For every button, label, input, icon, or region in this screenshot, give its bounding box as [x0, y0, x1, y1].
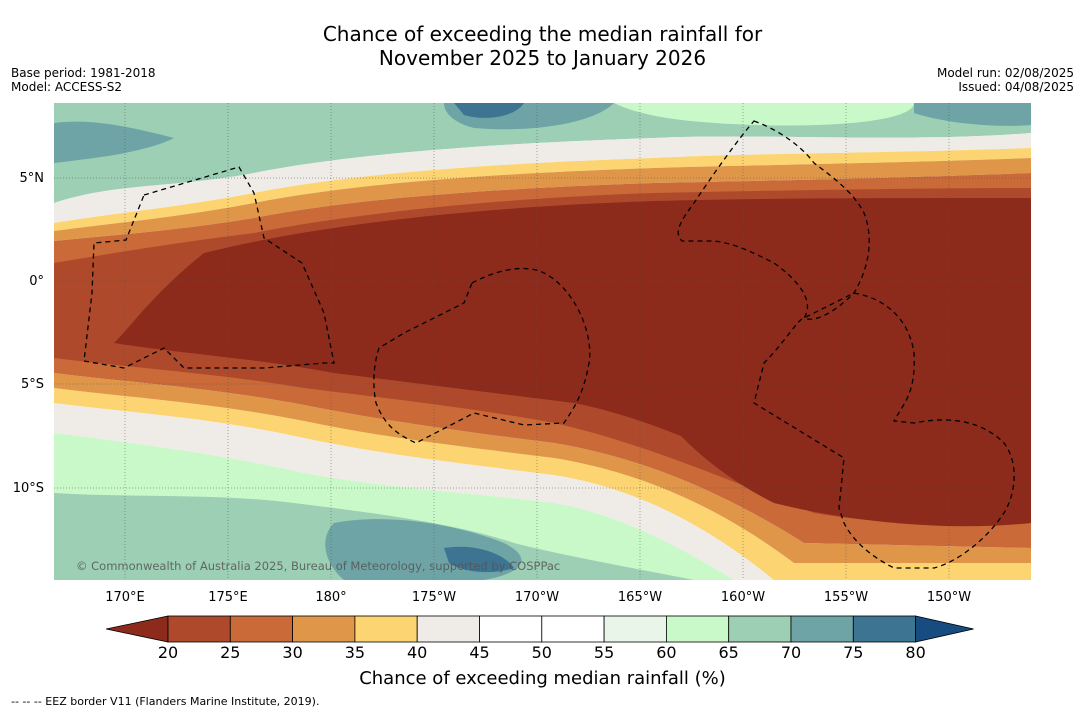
- lon-label-175w: 175°W: [411, 590, 457, 605]
- forecast-map: © Commonwealth of Australia 2025, Bureau…: [54, 103, 1031, 580]
- model-name: Model: ACCESS-S2: [11, 80, 123, 94]
- lon-label-180: 180°: [315, 590, 347, 605]
- north-west-teal: [54, 121, 174, 163]
- lon-label-155w: 155°W: [823, 590, 869, 605]
- map-title: Chance of exceeding the median rainfall …: [0, 22, 1085, 70]
- colorbar-segment: [292, 615, 356, 643]
- eez-east-south: [753, 292, 1015, 569]
- colorbar-segment: [790, 615, 854, 643]
- copyright-text: © Commonwealth of Australia 2025, Bureau…: [76, 559, 560, 573]
- lon-label-150w: 150°W: [926, 590, 972, 605]
- colorbar-tick-label: 55: [593, 643, 615, 662]
- north-teal-patch-3: [914, 103, 1031, 126]
- colorbar-tick-label: 80: [905, 643, 926, 662]
- colorbar-tick-label: 60: [656, 643, 677, 662]
- lon-label-170w: 170°W: [514, 590, 560, 605]
- colorbar-segment: [852, 615, 916, 643]
- north-teal-patch-2: [454, 103, 524, 118]
- north-orange-band: [54, 158, 1031, 241]
- colorbar-segment: [354, 615, 418, 643]
- eez-central: [373, 267, 591, 444]
- eez-west: [83, 166, 335, 369]
- colorbar: [106, 615, 974, 643]
- lat-label-10s: 10°S: [12, 481, 44, 496]
- south-transition: [54, 403, 774, 580]
- colorbar-tick-label: 40: [407, 643, 428, 662]
- lat-label-0: 0°: [29, 274, 44, 289]
- colorbar-segment: [666, 615, 730, 643]
- colorbar-tick-label: 50: [531, 643, 552, 662]
- lon-label-175e: 175°E: [208, 590, 248, 605]
- colorbar-segment: [167, 615, 231, 643]
- colorbar-segment: [541, 615, 605, 643]
- colorbar-segment: [603, 615, 667, 643]
- colorbar-extend-high: [915, 615, 974, 643]
- north-light-green: [614, 103, 914, 126]
- north-yellow-band: [54, 148, 1031, 231]
- graticule: [54, 103, 1031, 580]
- colorbar-segment: [416, 615, 480, 643]
- lon-label-160w: 160°W: [720, 590, 766, 605]
- model-run: Model run: 02/08/2025: [936, 66, 1074, 80]
- title-line-2: November 2025 to January 2026: [378, 46, 707, 70]
- colorbar-tick-label: 35: [344, 643, 366, 662]
- south-orange-band: [54, 373, 1031, 563]
- colorbar-tick-label: 65: [718, 643, 739, 662]
- dry-band-core-east: [654, 403, 1031, 527]
- north-wet-band: [54, 103, 1031, 203]
- colorbar-segment: [728, 615, 792, 643]
- issued-date: Issued: 04/08/2025: [958, 80, 1074, 94]
- colorbar-tick-label: 45: [469, 643, 490, 662]
- eez-east-north: [677, 120, 870, 320]
- colorbar-segment: [479, 615, 543, 643]
- colorbar-tick-label: 70: [780, 643, 802, 662]
- colorbar-tick-label: 75: [843, 643, 864, 662]
- colorbar-tick-label: 30: [282, 643, 303, 662]
- south-yellow-band: [54, 388, 1031, 580]
- base-period: Base period: 1981-2018: [11, 66, 156, 80]
- colorbar-tick-label: 20: [157, 643, 179, 662]
- lat-label-5s: 5°S: [20, 377, 44, 392]
- lon-label-165w: 165°W: [617, 590, 663, 605]
- eez-borders: [83, 120, 1015, 569]
- colorbar-label: Chance of exceeding median rainfall (%): [359, 668, 726, 689]
- map-svg: © Commonwealth of Australia 2025, Bureau…: [54, 103, 1031, 580]
- meta-right: Model run: 02/08/2025 Issued: 04/08/2025: [937, 66, 1074, 94]
- colorbar-tick-label: 25: [220, 643, 241, 662]
- meta-left: Base period: 1981-2018 Model: ACCESS-S2: [11, 66, 156, 94]
- eez-legend-footer: -- -- -- EEZ border V11 (Flanders Marine…: [11, 695, 320, 708]
- colorbar-extend-low: [106, 615, 169, 643]
- south-blue-patch: [444, 546, 514, 573]
- title-line-1: Chance of exceeding the median rainfall …: [322, 22, 763, 46]
- colorbar-segment: [229, 615, 294, 643]
- lat-label-5n: 5°N: [19, 171, 45, 186]
- lon-label-170e: 170°E: [105, 590, 145, 605]
